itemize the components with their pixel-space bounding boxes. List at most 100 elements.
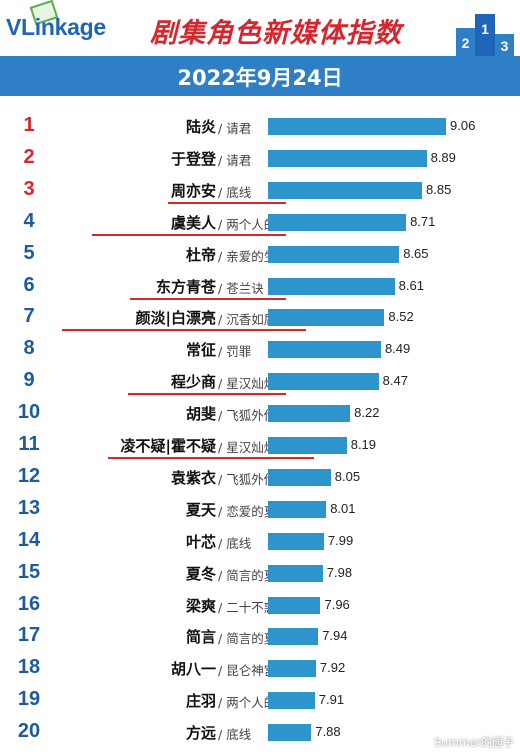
character-name: 梁爽 xyxy=(185,596,216,615)
character-name: 程少商 xyxy=(170,373,216,392)
drama-title: / 底线 xyxy=(218,724,251,743)
character-name: 虞美人 xyxy=(170,213,216,232)
bar-value-label: 8.19 xyxy=(350,437,377,452)
drama-title: / 昆仑神宫 xyxy=(218,660,276,679)
bar-value-label: 8.61 xyxy=(398,277,424,293)
drama-title: / 飞狐外传 xyxy=(218,405,276,424)
bar-value-label: 8.71 xyxy=(410,213,436,229)
podium-third-block xyxy=(495,34,514,56)
drama-title: / 底线 xyxy=(218,533,251,552)
rank-number: 6 xyxy=(23,273,35,296)
rank-number: 14 xyxy=(17,528,41,551)
bar-value-label: 8.52 xyxy=(388,309,414,325)
bar xyxy=(268,628,319,646)
separator-slash: / xyxy=(218,121,227,136)
drama-title-text: 昆仑神宫 xyxy=(226,663,277,679)
separator-slash: / xyxy=(218,280,227,296)
bar-value-label: 7.98 xyxy=(326,564,353,580)
character-name: 胡八一 xyxy=(170,660,216,679)
highlight-underline xyxy=(130,297,286,300)
rank-number: 15 xyxy=(17,560,41,583)
date-label: 2022年9月24日 xyxy=(177,66,343,90)
character-name: 袁紫衣 xyxy=(170,468,216,487)
separator-slash: / xyxy=(218,248,227,264)
character-name: 东方青苍 xyxy=(155,277,216,296)
drama-title: / 请君 xyxy=(218,118,251,137)
character-name: 叶芯 xyxy=(185,532,216,551)
separator-slash: / xyxy=(218,567,227,583)
separator-slash: / xyxy=(218,663,227,679)
podium-label-1: 1 xyxy=(481,21,489,37)
separator-slash: / xyxy=(218,471,227,487)
drama-title-text: 底线 xyxy=(226,727,252,743)
bar xyxy=(268,437,347,454)
rank-number: 12 xyxy=(17,464,41,487)
rank-number: 4 xyxy=(23,209,35,232)
rank-number: 8 xyxy=(23,337,35,360)
bar xyxy=(268,692,315,710)
separator-slash: / xyxy=(218,312,227,328)
bar-value-label: 8.47 xyxy=(382,373,408,389)
rank-number: 13 xyxy=(17,496,41,519)
rank-number: 19 xyxy=(17,688,41,711)
bar-value-label: 9.06 xyxy=(450,118,476,133)
drama-title-text: 苍兰诀 xyxy=(226,280,264,296)
bar-value-label: 8.22 xyxy=(354,405,380,421)
separator-slash: / xyxy=(218,408,227,424)
bar xyxy=(268,149,427,167)
bar-value-label: 7.96 xyxy=(324,596,350,612)
character-name: 周亦安 xyxy=(170,181,216,200)
bar xyxy=(268,596,321,614)
date-band xyxy=(0,56,520,96)
watermark: Summer的园子 xyxy=(434,736,514,749)
bar-value-label: 8.89 xyxy=(430,149,456,165)
chart-title: 剧集角色新媒体指数 xyxy=(150,18,402,49)
bar xyxy=(268,405,351,423)
bar-value-label: 7.99 xyxy=(327,532,354,548)
character-name: 庄羽 xyxy=(185,692,216,711)
rank-number: 2 xyxy=(23,145,35,168)
highlight-underline xyxy=(62,329,306,332)
character-name: 于登登 xyxy=(170,149,216,168)
bar xyxy=(268,118,446,135)
rank-number: 9 xyxy=(23,369,35,392)
bar-value-label: 7.92 xyxy=(319,660,346,676)
bar-value-label: 8.85 xyxy=(426,181,452,197)
drama-title-text: 底线 xyxy=(226,535,252,551)
drama-title-text: 底线 xyxy=(226,184,252,200)
character-name: 陆炎 xyxy=(185,118,216,136)
drama-title: / 罚罪 xyxy=(218,341,251,360)
character-name: 方远 xyxy=(185,724,216,743)
podium-label-3: 3 xyxy=(501,38,509,54)
bar xyxy=(268,341,381,359)
rank-number: 20 xyxy=(17,720,41,743)
separator-slash: / xyxy=(218,727,227,743)
bar-value-label: 7.94 xyxy=(322,628,348,644)
bar xyxy=(268,468,331,486)
rank-number: 7 xyxy=(23,305,35,328)
rank-number: 11 xyxy=(18,433,40,455)
drama-title: / 请君 xyxy=(218,150,251,169)
drama-title: / 底线 xyxy=(218,182,251,201)
bar-value-label: 8.49 xyxy=(384,341,411,357)
highlight-underline xyxy=(168,201,286,204)
bar xyxy=(268,564,323,582)
character-name: 凌不疑|霍不疑 xyxy=(120,437,216,455)
highlight-underline xyxy=(92,233,286,236)
character-name: 杜帝 xyxy=(185,245,216,264)
character-name: 简言 xyxy=(185,628,216,647)
separator-slash: / xyxy=(218,503,227,519)
rank-number: 16 xyxy=(17,592,41,615)
bar xyxy=(268,373,379,391)
drama-title-text: 请君 xyxy=(226,121,252,136)
bar-value-label: 8.65 xyxy=(403,245,429,261)
bar xyxy=(268,277,395,295)
bar-value-label: 7.88 xyxy=(315,724,341,740)
rank-number: 10 xyxy=(17,401,41,424)
podium-icon: 2 1 3 xyxy=(456,14,514,56)
rank-number: 5 xyxy=(23,241,35,264)
bar-value-label: 8.01 xyxy=(330,500,356,516)
logo: VLinkage xyxy=(6,14,106,40)
separator-slash: / xyxy=(218,631,227,647)
podium-label-2: 2 xyxy=(462,35,470,51)
